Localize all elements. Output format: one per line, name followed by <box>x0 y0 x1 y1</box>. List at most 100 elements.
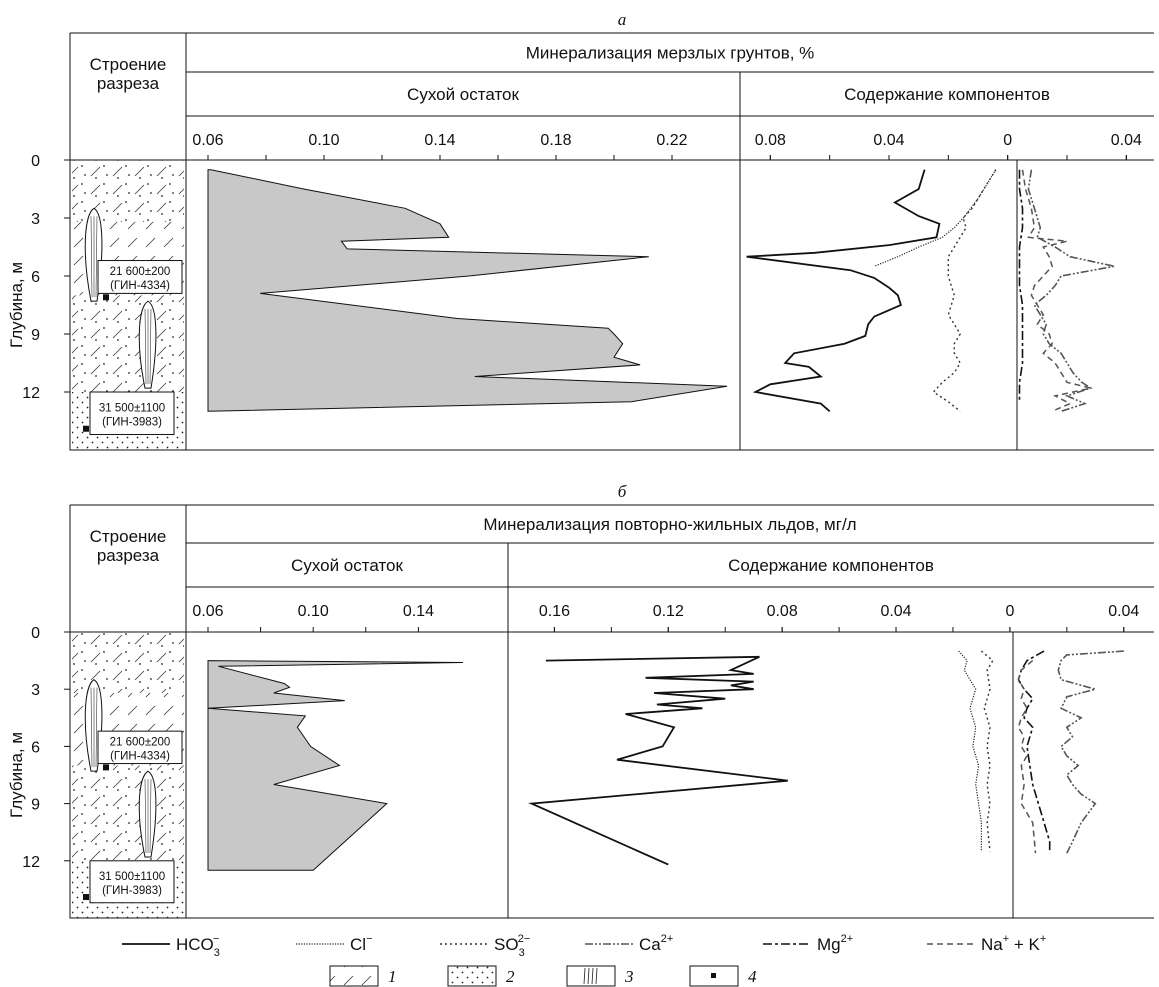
x-tick-label: 0.08 <box>767 603 798 620</box>
legend-item-so3: SO32− <box>440 933 530 959</box>
dry-residue-label: Сухой остаток <box>407 85 519 104</box>
dry-residue-area <box>207 169 728 412</box>
date-lab: (ГИН-3983) <box>102 416 162 428</box>
y-tick-label: 6 <box>31 739 40 756</box>
date-box <box>89 391 175 436</box>
frame-left-bottom <box>69 33 1154 451</box>
section-layer <box>72 765 184 819</box>
ice-wedge-vein <box>90 216 93 298</box>
panel-header: Минерализация мерзлых грунтов, % <box>526 44 815 63</box>
panel-b: б Минерализация повторно-жильных льдов, м… <box>7 482 1154 919</box>
x-tick-label: 0.04 <box>873 132 904 149</box>
date-box <box>97 260 183 294</box>
section-header: Строение разреза <box>90 527 167 565</box>
pattern-legend-label: 1 <box>388 967 397 986</box>
ice-wedge-vein <box>90 687 93 768</box>
section-header: Строение разреза <box>90 55 167 93</box>
ice-wedge <box>138 770 157 858</box>
frame-left-bottom <box>69 505 1154 919</box>
x-tick-label: 0.06 <box>192 132 223 149</box>
y-tick-label: 3 <box>31 682 40 699</box>
pattern-swatch-dot <box>711 973 716 978</box>
y-tick-label: 3 <box>31 211 40 228</box>
pattern-swatch <box>566 965 616 987</box>
pattern-swatch <box>447 965 497 987</box>
panel-label: б <box>618 482 627 501</box>
series-nak <box>1017 660 1037 854</box>
x-tick-label: 0.08 <box>755 132 786 149</box>
series-nak <box>1021 169 1091 412</box>
series-mg <box>1018 169 1024 402</box>
ice-wedge-vein <box>149 779 152 853</box>
date-lab: (ГИН-4334) <box>110 750 170 762</box>
ice-wedge-vein <box>144 309 147 385</box>
dry-residue-area <box>207 660 464 871</box>
series-ca <box>1057 650 1124 854</box>
section-layer <box>72 349 184 392</box>
y-tick-label: 12 <box>22 385 40 402</box>
legend-label: HCO3− <box>176 933 220 959</box>
x-tick-label: 0.14 <box>424 132 455 149</box>
ice-wedge-vein <box>144 779 147 853</box>
pattern-swatch <box>329 965 379 987</box>
legend-item-ca: Ca2+ <box>585 933 673 954</box>
series-cl <box>958 650 983 852</box>
legend-item-nak: Na+ + K+ <box>927 933 1046 954</box>
pattern-legend-label: 3 <box>624 967 634 986</box>
section-layer <box>72 818 184 861</box>
pattern-swatch-vein <box>587 967 590 985</box>
x-tick-label: 0.12 <box>653 603 684 620</box>
date-value: 31 500±1100 <box>99 871 165 883</box>
ice-wedge-vein <box>95 687 98 768</box>
section-layer <box>72 295 184 350</box>
pattern-swatch-vein <box>583 967 586 985</box>
section-layer <box>72 632 184 694</box>
series-so3 <box>980 650 994 852</box>
date-lab: (ГИН-3983) <box>102 885 162 897</box>
series-hco3 <box>746 169 941 412</box>
panel-header: Минерализация повторно-жильных льдов, мг… <box>483 515 856 534</box>
pattern-swatch-vein <box>591 967 594 985</box>
y-tick-label: 0 <box>31 625 40 642</box>
panel-a: а Минерализация мерзлых грунтов, % Сухой о… <box>7 10 1154 451</box>
y-tick-label: 6 <box>31 269 40 286</box>
x-tick-label: 0.10 <box>298 603 329 620</box>
pattern-legend-4: 4 <box>689 965 757 987</box>
ice-wedge-vein <box>149 309 152 385</box>
x-tick-label: 0.14 <box>403 603 434 620</box>
x-tick-label: 0 <box>1005 603 1014 620</box>
sample-marker <box>83 425 89 432</box>
pattern-legend-label: 4 <box>748 967 757 986</box>
components-label: Содержание компонентов <box>728 556 934 575</box>
legend-label: Na+ + K+ <box>981 933 1046 954</box>
legend-item-mg: Mg2+ <box>763 933 853 954</box>
series-mg <box>1017 650 1051 854</box>
section-layer <box>72 160 184 222</box>
y-tick-label: 9 <box>31 797 40 814</box>
series-cl <box>873 169 997 267</box>
sample-marker <box>83 894 89 901</box>
x-tick-label: 0.06 <box>192 603 223 620</box>
dry-residue-label: Сухой остаток <box>291 556 403 575</box>
x-tick-label: 0.22 <box>656 132 687 149</box>
x-tick-label: 0.04 <box>880 603 911 620</box>
depth-axis-label: Глубина, м <box>7 732 26 818</box>
y-tick-label: 12 <box>22 854 40 871</box>
y-tick-label: 9 <box>31 327 40 344</box>
legend-label: SO32− <box>494 933 530 959</box>
sample-marker <box>103 294 109 301</box>
date-box <box>97 730 183 765</box>
x-tick-label: 0.10 <box>308 132 339 149</box>
legend-label: Mg2+ <box>817 933 853 954</box>
legend-label: Ca2+ <box>639 933 673 954</box>
date-value: 21 600±200 <box>110 736 171 748</box>
x-tick-label: 0.04 <box>1108 603 1139 620</box>
date-lab: (ГИН-4334) <box>110 280 170 292</box>
panel-label: а <box>618 10 627 29</box>
pattern-legend-2: 2 <box>447 965 515 987</box>
date-box <box>89 860 175 904</box>
x-tick-label: 0 <box>1003 132 1012 149</box>
x-tick-label: 0.16 <box>539 603 570 620</box>
date-value: 31 500±1100 <box>99 402 165 414</box>
